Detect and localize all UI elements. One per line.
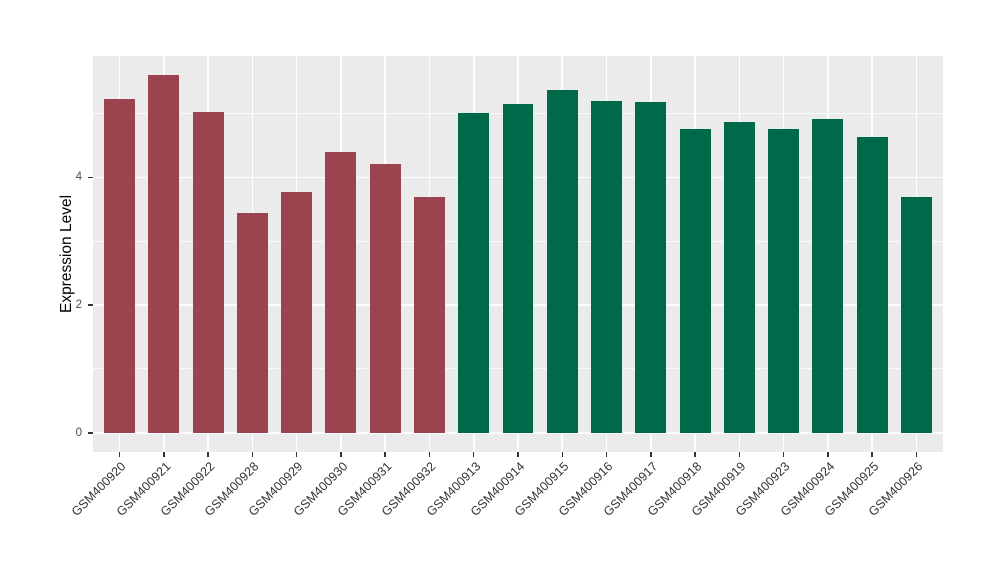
y-tick-label: 0 <box>75 426 82 439</box>
bar-GSM400926 <box>900 196 932 433</box>
x-tick-mark <box>473 452 475 457</box>
x-tick-mark <box>428 452 431 457</box>
bar-GSM400925 <box>856 137 888 433</box>
x-tick-mark <box>251 452 254 457</box>
bar-GSM400915 <box>546 90 578 433</box>
x-tick-mark <box>295 452 298 457</box>
bar-GSM400931 <box>369 163 401 433</box>
bar-GSM400921 <box>148 74 180 433</box>
x-tick-mark <box>517 452 519 457</box>
bar-GSM400922 <box>192 112 224 433</box>
bar-GSM400920 <box>104 99 136 433</box>
bar-GSM400918 <box>679 128 711 433</box>
x-tick-mark <box>605 452 608 457</box>
y-tick-label: 2 <box>75 299 82 312</box>
y-tick-mark <box>87 304 93 306</box>
x-tick-mark <box>561 452 563 457</box>
x-tick-mark <box>118 452 121 457</box>
bar-GSM400928 <box>236 213 268 433</box>
bar-GSM400916 <box>591 101 623 433</box>
x-tick-mark <box>738 452 741 457</box>
x-tick-mark <box>782 452 785 457</box>
bar-GSM400924 <box>812 119 844 433</box>
y-tick-mark <box>87 176 93 179</box>
bar-GSM400913 <box>458 113 490 433</box>
x-tick-mark <box>827 452 829 457</box>
bar-GSM400914 <box>502 103 534 433</box>
y-tick-mark <box>87 432 93 434</box>
x-tick-mark <box>163 452 165 457</box>
plot-panel <box>93 56 943 452</box>
x-tick-mark <box>694 452 696 457</box>
y-axis-title-label: Expression Level <box>58 194 75 314</box>
y-tick-label: 4 <box>75 171 82 184</box>
x-tick-mark <box>650 452 652 457</box>
bar-GSM400919 <box>723 122 755 433</box>
x-tick-mark <box>207 452 209 457</box>
x-tick-mark <box>871 452 873 457</box>
x-tick-mark <box>384 452 386 457</box>
bar-GSM400929 <box>281 192 313 433</box>
bar-GSM400930 <box>325 152 357 433</box>
x-tick-mark <box>340 452 342 457</box>
x-tick-mark <box>915 452 918 457</box>
bar-GSM400932 <box>413 196 445 433</box>
bar-GSM400917 <box>635 101 667 433</box>
bar-GSM400923 <box>768 129 800 433</box>
